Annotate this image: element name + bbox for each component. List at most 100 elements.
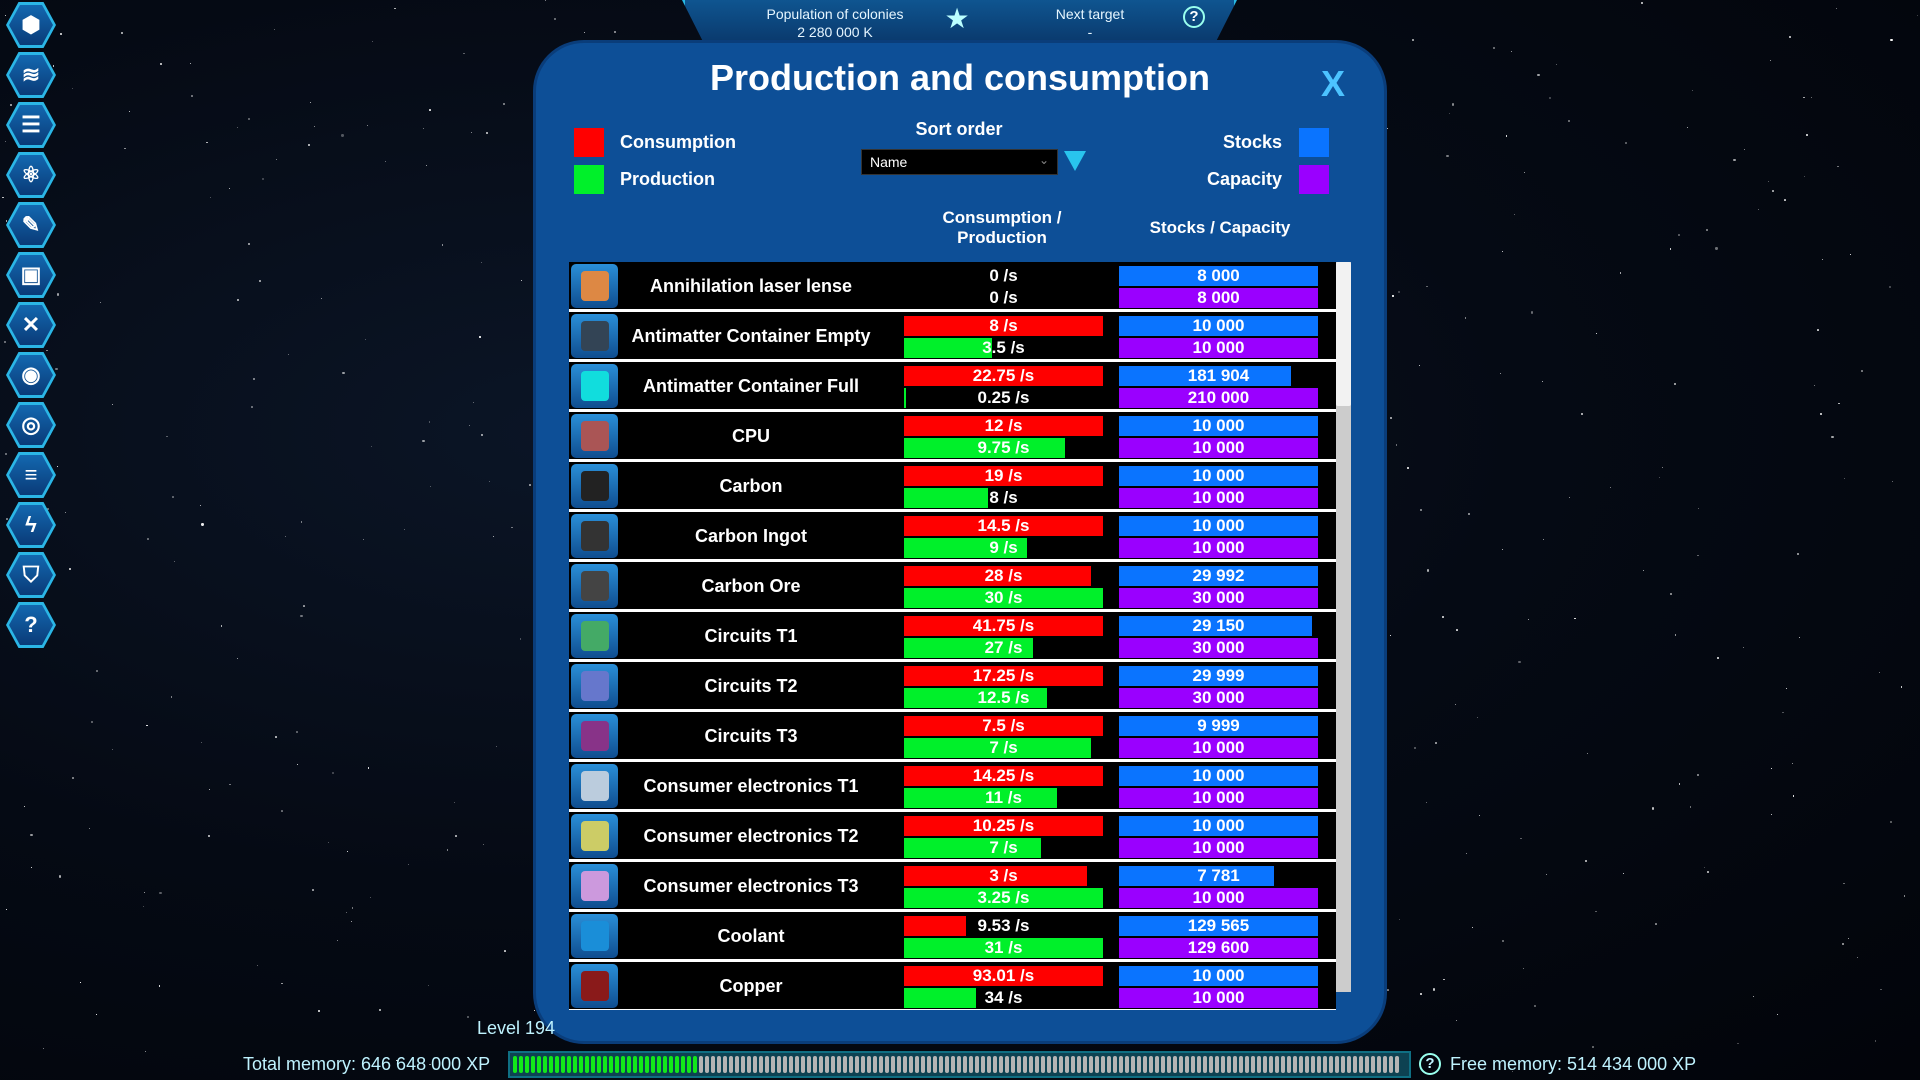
consumption-value: 14.5 /s — [977, 516, 1030, 535]
table-row[interactable]: Consumer electronics T2 10.25 /s 7 /s 10 00… — [569, 812, 1336, 862]
sidebar-button-list[interactable]: ☰ — [6, 102, 56, 148]
capacity-value: 10 000 — [1192, 988, 1245, 1007]
stocks-value: 129 565 — [1187, 916, 1250, 935]
resource-icon — [571, 264, 618, 308]
table-row[interactable]: Coolant 9.53 /s 31 /s 129 565 129 600 — [569, 912, 1336, 962]
filter-icon[interactable] — [1064, 151, 1086, 171]
table-row[interactable]: Carbon Ore 28 /s 30 /s 29 992 30 000 — [569, 562, 1336, 612]
memory-segment — [663, 1056, 667, 1073]
column-header-stocks-capacity: Stocks / Capacity — [1149, 218, 1291, 237]
table-row[interactable]: Consumer electronics T3 3 /s 3.25 /s 7 781 1… — [569, 862, 1336, 912]
memory-help-icon[interactable]: ? — [1419, 1053, 1441, 1075]
resource-icon — [571, 864, 618, 908]
memory-segment — [861, 1056, 865, 1073]
sidebar-button-eye[interactable]: ◉ — [6, 352, 56, 398]
memory-segment — [1125, 1056, 1129, 1073]
consumption-value: 9.53 /s — [977, 916, 1030, 935]
sidebar-button-galaxy[interactable]: ◎ — [6, 402, 56, 448]
table-row[interactable]: Circuits T2 17.25 /s 12.5 /s 29 999 30 000 — [569, 662, 1336, 712]
production-value: 3.25 /s — [977, 888, 1030, 907]
sidebar-button-energy[interactable]: ϟ — [6, 502, 56, 548]
capacity-bar — [1119, 438, 1318, 458]
stocks-value: 10 000 — [1192, 316, 1245, 335]
table-row[interactable]: Consumer electronics T1 14.25 /s 11 /s 10 0… — [569, 762, 1336, 812]
capacity-bar — [1119, 688, 1318, 708]
sidebar-button-ships[interactable]: ≋ — [6, 52, 56, 98]
sidebar-button-tools[interactable]: ✕ — [6, 302, 56, 348]
resource-name: Copper — [719, 976, 783, 996]
table-row[interactable]: Antimatter Container Full 22.75 /s 0.25 /s… — [569, 362, 1336, 412]
consumption-bar — [904, 916, 966, 936]
chevron-down-icon: ⌄ — [1038, 153, 1049, 167]
next-target-value: - — [1087, 24, 1093, 40]
memory-segment — [1275, 1056, 1279, 1073]
memory-segment — [1185, 1056, 1189, 1073]
production-bar — [904, 538, 1028, 558]
eye-icon: ◉ — [21, 362, 41, 387]
resource-name: Circuits T2 — [704, 676, 798, 696]
memory-segment — [657, 1056, 661, 1073]
scrollbar-thumb[interactable] — [1336, 262, 1351, 406]
shield-icon: ⛉ — [22, 562, 40, 587]
scrollbar-track[interactable] — [1336, 262, 1351, 992]
capacity-bar — [1119, 888, 1318, 908]
memory-segment — [1215, 1056, 1219, 1073]
memory-segment — [1017, 1056, 1021, 1073]
sort-order-dropdown[interactable]: Name ⌄ — [861, 149, 1058, 175]
stocks-value: 29 150 — [1192, 616, 1245, 635]
atom-icon: ⚛ — [21, 162, 41, 187]
capacity-bar — [1119, 938, 1318, 958]
stocks-value: 10 000 — [1192, 766, 1245, 785]
consumption-value: 93.01 /s — [972, 966, 1035, 985]
sidebar-button-map[interactable]: ▣ — [6, 252, 56, 298]
memory-segment — [1167, 1056, 1171, 1073]
capacity-bar — [1119, 588, 1318, 608]
table-row[interactable]: Carbon 19 /s 8 /s 10 000 10 000 — [569, 462, 1336, 512]
sidebar-button-hexagons[interactable]: ⬢ — [6, 2, 56, 48]
sidebar-button-planet[interactable]: ✎ — [6, 202, 56, 248]
resource-icon — [571, 314, 618, 358]
memory-segment — [693, 1056, 697, 1073]
capacity-value: 10 000 — [1192, 888, 1245, 907]
table-row[interactable]: Copper 93.01 /s 34 /s 10 000 10 000 — [569, 962, 1336, 1010]
sidebar-button-shield[interactable]: ⛉ — [6, 552, 56, 598]
consumption-value: 28 /s — [984, 566, 1023, 585]
list-icon: ☰ — [21, 112, 41, 137]
table-row[interactable]: Antimatter Container Empty 8 /s 3.5 /s 10 0… — [569, 312, 1336, 362]
sidebar-button-atom[interactable]: ⚛ — [6, 152, 56, 198]
level-label: Level 194 — [477, 1018, 556, 1038]
memory-segment — [621, 1056, 625, 1073]
memory-segment — [1053, 1056, 1057, 1073]
sidebar-button-database[interactable]: ≡ — [6, 452, 56, 498]
table-row[interactable]: Circuits T1 41.75 /s 27 /s 29 150 30 000 — [569, 612, 1336, 662]
memory-segment — [993, 1056, 997, 1073]
memory-segment — [825, 1056, 829, 1073]
memory-segment — [1047, 1056, 1051, 1073]
stocks-bar — [1119, 516, 1318, 536]
sidebar-button-help[interactable]: ? — [6, 602, 56, 648]
table-row[interactable]: CPU 12 /s 9.75 /s 10 000 10 000 — [569, 412, 1336, 462]
stocks-bar — [1119, 766, 1318, 786]
table-row[interactable]: Carbon Ingot 14.5 /s 9 /s 10 000 10 000 — [569, 512, 1336, 562]
population-label: Population of colonies — [766, 6, 904, 22]
capacity-value: 10 000 — [1192, 538, 1245, 557]
next-target-label: Next target — [1055, 6, 1125, 22]
production-bar — [904, 938, 1103, 958]
stocks-bar — [1119, 366, 1292, 386]
memory-segment — [999, 1056, 1003, 1073]
table-row[interactable]: Circuits T3 7.5 /s 7 /s 9 999 10 000 — [569, 712, 1336, 762]
production-bar — [904, 688, 1048, 708]
memory-segment — [1383, 1056, 1387, 1073]
memory-segment — [1359, 1056, 1363, 1073]
stocks-value: 10 000 — [1192, 816, 1245, 835]
legend-stocks: Stocks — [1222, 132, 1282, 152]
consumption-bar — [904, 466, 1103, 486]
table-row[interactable]: Annihilation laser lense 0 /s 0 /s 8 000 8 0… — [569, 262, 1336, 312]
consumption-bar — [904, 566, 1092, 586]
capacity-bar — [1119, 338, 1318, 358]
memory-segment — [1269, 1056, 1273, 1073]
memory-segment — [1023, 1056, 1027, 1073]
close-button[interactable]: X — [1321, 63, 1346, 104]
help-icon[interactable]: ? — [1183, 6, 1205, 28]
resource-name: Antimatter Container Empty — [631, 326, 871, 346]
